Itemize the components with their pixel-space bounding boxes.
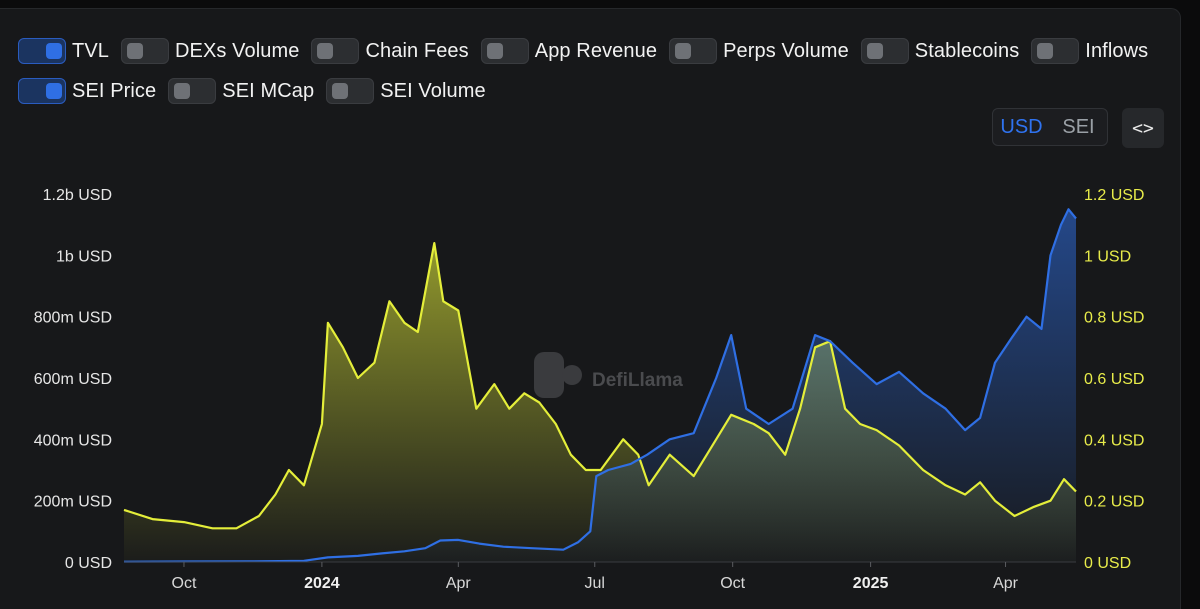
switch-icon [860,38,909,64]
toggle-label: SEI Price [72,79,157,102]
defillama-logo-icon [534,352,582,398]
toggle-label: SEI MCap [222,79,315,102]
y-left-tick-label: 400m USD [34,432,112,449]
toggle-sei-mcap[interactable]: SEI MCap [168,78,314,104]
x-tick-label: 2025 [853,575,889,592]
toggle-app-revenue[interactable]: App Revenue [480,38,658,64]
unit-option-sei[interactable]: SEI [1062,115,1095,138]
y-right-tick-label: 0.2 USD [1084,494,1144,511]
unit-option-usd[interactable]: USD [1000,115,1043,138]
switch-icon [669,38,718,64]
toggle-sei-price[interactable]: SEI Price [18,78,156,104]
sei-price-line [123,242,1077,530]
switch-icon [326,78,375,104]
x-tick-label: Jul [585,575,605,592]
toggle-label: App Revenue [534,39,658,62]
y-right-tick-label: 0.6 USD [1084,371,1144,388]
y-left-tick-label: 800m USD [34,310,112,327]
y-left-tick-label: 1b USD [56,248,112,265]
toggle-dexs-volume[interactable]: DEXs Volume [120,38,300,64]
x-tick-label: Apr [993,575,1019,592]
toggle-row-2: SEI Price SEI MCap SEI Volume [18,75,1178,107]
toggle-perps-volume[interactable]: Perps Volume [669,38,849,64]
x-tick-label: Apr [446,575,472,592]
embed-code-button[interactable]: <> [1122,108,1164,148]
toggle-label: Perps Volume [723,39,849,62]
x-tick-label: 2024 [304,575,340,592]
switch-icon [311,38,360,64]
toggle-sei-volume[interactable]: SEI Volume [326,78,486,104]
tvl-area [124,209,1076,563]
y-left-tick-label: 600m USD [34,371,112,388]
y-right-tick-label: 0.8 USD [1084,310,1144,327]
toggle-tvl[interactable]: TVL [18,38,109,64]
tvl-line [123,208,1077,563]
switch-icon [18,38,66,64]
toggle-inflows[interactable]: Inflows [1031,38,1148,64]
x-tick-label: Oct [720,575,745,592]
toggle-label: DEXs Volume [174,39,300,62]
toggle-label: Stablecoins [914,39,1020,62]
y-left-tick-label: 1.2b USD [43,187,112,204]
toggle-row-1: TVL DEXs Volume Chain Fees App Revenue P… [18,35,1178,67]
switch-icon [1031,38,1080,64]
toggle-label: SEI Volume [380,79,486,102]
unit-switch: USD SEI [992,108,1108,146]
y-left-tick-label: 200m USD [34,494,112,511]
toggle-label: Chain Fees [365,39,469,62]
y-left-tick-label: 0 USD [65,555,112,572]
toggle-label: TVL [72,39,109,62]
y-right-tick-label: 1.2 USD [1084,187,1144,204]
watermark-text: DefiLlama [592,370,683,391]
switch-icon [120,38,169,64]
code-icon: <> [1132,117,1154,139]
y-right-tick-label: 1 USD [1084,248,1131,265]
y-right-tick-label: 0.4 USD [1084,432,1144,449]
toggle-chain-fees[interactable]: Chain Fees [311,38,469,64]
x-tick-label: Oct [172,575,197,592]
metric-toggles: TVL DEXs Volume Chain Fees App Revenue P… [18,35,1178,115]
switch-icon [18,78,66,104]
switch-icon [168,78,217,104]
switch-icon [480,38,529,64]
toggle-label: Inflows [1085,39,1149,62]
toggle-stablecoins[interactable]: Stablecoins [860,38,1020,64]
y-right-tick-label: 0 USD [1084,555,1131,572]
watermark: DefiLlama [534,352,683,398]
